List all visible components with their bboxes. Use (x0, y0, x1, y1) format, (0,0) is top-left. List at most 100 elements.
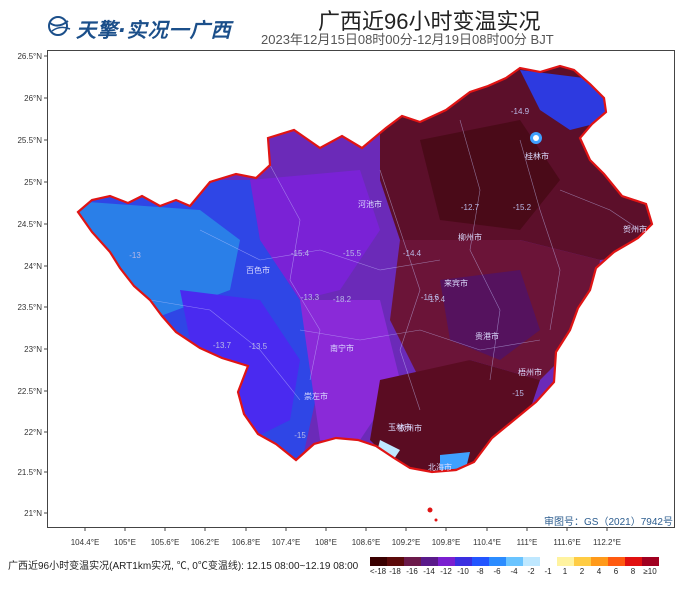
temperature-value: -18.2 (333, 295, 352, 304)
latitude-tick-label: 23.5°N (17, 303, 42, 312)
legend-label: 6 (613, 567, 619, 576)
color-legend: <-18 -18 -16 -14 -12 -10 -8 -6 -4 -2 -1 1 2 4 6 8 ≥10 (370, 557, 690, 578)
temperature-value: -14.4 (403, 249, 422, 258)
longitude-tick-label: 104.4°E (71, 538, 100, 547)
legend-swatch (387, 557, 404, 566)
legend-label: -2 (527, 567, 535, 576)
legend-label: -6 (493, 567, 501, 576)
latitude-tick-label: 22.5°N (17, 387, 42, 396)
latitude-tick-label: 24°N (24, 262, 42, 271)
legend-label: 8 (630, 567, 636, 576)
city-label: 崇左市 (304, 391, 328, 401)
value-labels: -14.9 -15.2 -15.5 -16.6-17.4 -18.2 -13.3 -15.4… (129, 107, 531, 440)
city-label: 来宾市 (444, 278, 468, 288)
longitude-tick-label: 110.4°E (473, 538, 501, 547)
legend-label: -16 (406, 567, 418, 576)
longitude-tick-label: 105°E (114, 538, 136, 547)
city-label: 北海市 (428, 462, 452, 472)
latitude-tick-label: 24.5°N (17, 220, 42, 229)
legend-label: -14 (423, 567, 435, 576)
temperature-value: -15.5 (343, 249, 362, 258)
legend-swatch (608, 557, 625, 566)
header: 天擎·实况一广西 广西近96小时变温实况 2023年12月15日08时00分-1… (0, 0, 700, 48)
legend-swatch (642, 557, 659, 566)
longitude-tick-label: 109.8°E (432, 538, 461, 547)
legend-labels: <-18 -18 -16 -14 -12 -10 -8 -6 -4 -2 -1 1 2 4 6 8 ≥10 (370, 566, 690, 578)
longitude-tick-label: 109.2°E (392, 538, 421, 547)
legend-caption: 广西近96小时变温实况(ART1km实况, ℃, 0℃变温线): 12.15 0… (8, 561, 359, 572)
logo: 天擎·实况一广西 (46, 14, 232, 43)
latitude-tick-label: 21.5°N (17, 468, 42, 477)
legend-swatch (625, 557, 642, 566)
legend-swatch (540, 557, 557, 566)
city-label: 南宁市 (330, 343, 354, 353)
temperature-value: -13.3 (301, 293, 320, 302)
legend-swatch (557, 557, 574, 566)
temperature-value: -15 (294, 431, 306, 440)
legend-bar (370, 557, 690, 566)
longitude-tick-label: 111.6°E (553, 538, 580, 547)
city-label: 贺州市 (623, 224, 647, 234)
latitude-tick-label: 25.5°N (17, 136, 42, 145)
logo-text: 天擎·实况一广西 (76, 18, 232, 42)
temperature-value: -17.4 (427, 295, 446, 304)
temperature-value: -13.7 (213, 341, 232, 350)
city-label: 钦州市 (398, 423, 422, 433)
city-label: 河池市 (358, 199, 382, 209)
longitude-tick-label: 107.4°E (272, 538, 301, 547)
legend-swatch (455, 557, 472, 566)
latitude-tick-label: 23°N (24, 345, 42, 354)
city-label: 桂林市 (525, 151, 549, 161)
legend-swatch (438, 557, 455, 566)
legend-label: 2 (579, 567, 585, 576)
legend-label: 4 (596, 567, 602, 576)
legend-swatch (523, 557, 540, 566)
legend-label: -8 (476, 567, 484, 576)
county-boundaries (149, 119, 641, 411)
latitude-axis: 26.5°N 26°N 25.5°N 25°N 24.5°N 24°N 23.5°N 23°N… (17, 52, 48, 518)
latitude-tick-label: 21°N (24, 509, 42, 518)
page-title: 广西近96小时变温实况 (318, 9, 541, 34)
longitude-tick-label: 105.6°E (151, 538, 180, 547)
legend-swatch (421, 557, 438, 566)
longitude-tick-label: 106.2°E (191, 538, 220, 547)
legend-label: -4 (510, 567, 518, 576)
legend-label: -10 (457, 567, 469, 576)
latitude-tick-label: 26.5°N (17, 52, 42, 61)
city-label: 贵港市 (475, 331, 499, 341)
temperature-change-field (78, 66, 652, 472)
city-label: 玉林市 (388, 422, 412, 432)
longitude-tick-label: 108.6°E (352, 538, 381, 547)
legend-label: 1 (562, 567, 568, 576)
legend-label: <-18 (369, 567, 387, 576)
temperature-value: -12.7 (461, 203, 480, 212)
legend-swatch (404, 557, 421, 566)
latitude-tick-label: 22°N (24, 428, 42, 437)
legend-swatch (591, 557, 608, 566)
map-approval-number: 审图号：GS（2021）7942号 (544, 517, 673, 528)
legend-label: -1 (544, 567, 552, 576)
island-marker (427, 507, 433, 513)
legend-swatch (370, 557, 387, 566)
island-marker (434, 518, 438, 522)
temperature-value: -13.5 (249, 342, 268, 351)
temperature-value: -15.2 (513, 203, 532, 212)
temperature-value: -13 (129, 251, 141, 260)
city-label: 柳州市 (458, 232, 482, 242)
temperature-value: -15 (512, 389, 524, 398)
temperature-value: -14.9 (511, 107, 530, 116)
legend-swatch (472, 557, 489, 566)
longitude-axis: 104.4°E 105°E 105.6°E 106.2°E 106.8°E 107.4°E… (71, 527, 621, 547)
city-label: 百色市 (246, 265, 270, 275)
latitude-tick-label: 25°N (24, 178, 42, 187)
city-label: 梧州市 (518, 367, 542, 377)
legend-label: ≥10 (643, 567, 657, 576)
longitude-tick-label: 108°E (315, 538, 337, 547)
longitude-tick-label: 112.2°E (593, 538, 621, 547)
globe-icon (46, 15, 72, 42)
longitude-tick-label: 106.8°E (232, 538, 261, 547)
legend-swatch (574, 557, 591, 566)
legend-swatch (489, 557, 506, 566)
